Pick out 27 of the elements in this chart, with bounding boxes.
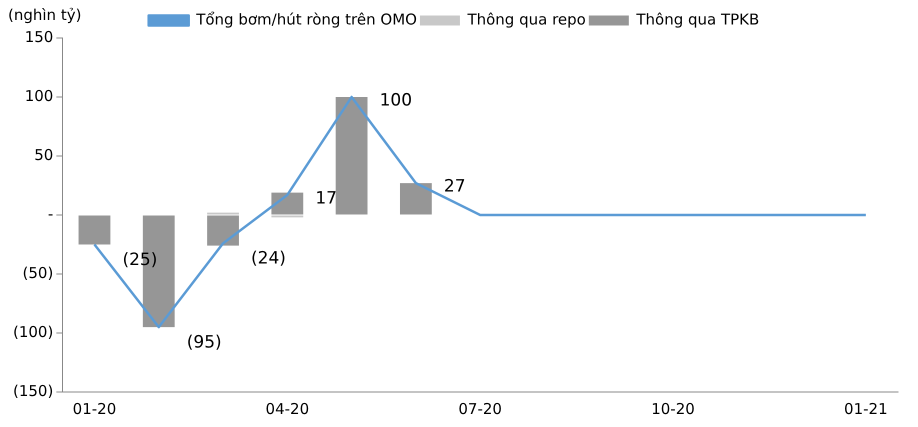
bar [78,216,110,244]
y-tick-label: - [48,204,54,223]
bar [336,97,368,214]
data-label: 100 [380,90,412,110]
data-label: (25) [122,250,158,270]
bar [207,216,239,246]
x-tick-label: 01-20 [72,400,116,418]
data-label: 17 [315,188,337,208]
bar [400,183,432,214]
y-tick-label: (50) [22,264,54,282]
data-label: 27 [444,176,466,197]
x-tick-label: 07-20 [458,400,502,418]
legend-label: Tổng bơm/hút ròng trên OMO [195,10,417,28]
legend-label: Thông qua repo [466,10,586,28]
y-tick-label: 150 [24,28,54,46]
x-tick-label: 10-20 [651,400,695,418]
data-label: (95) [186,332,222,353]
y-tick-label: 50 [34,146,54,164]
x-tick-label: 04-20 [266,400,310,418]
y-tick-label: (150) [12,382,54,400]
bar [271,192,304,214]
y-tick-label: (100) [12,322,54,341]
y-axis-title: (nghìn tỷ) [8,6,82,24]
data-label: (24) [251,248,286,269]
y-tick-label: 100 [24,86,54,105]
x-tick-label: 01-21 [844,400,888,418]
legend-label: Thông qua TPKB [635,10,760,28]
